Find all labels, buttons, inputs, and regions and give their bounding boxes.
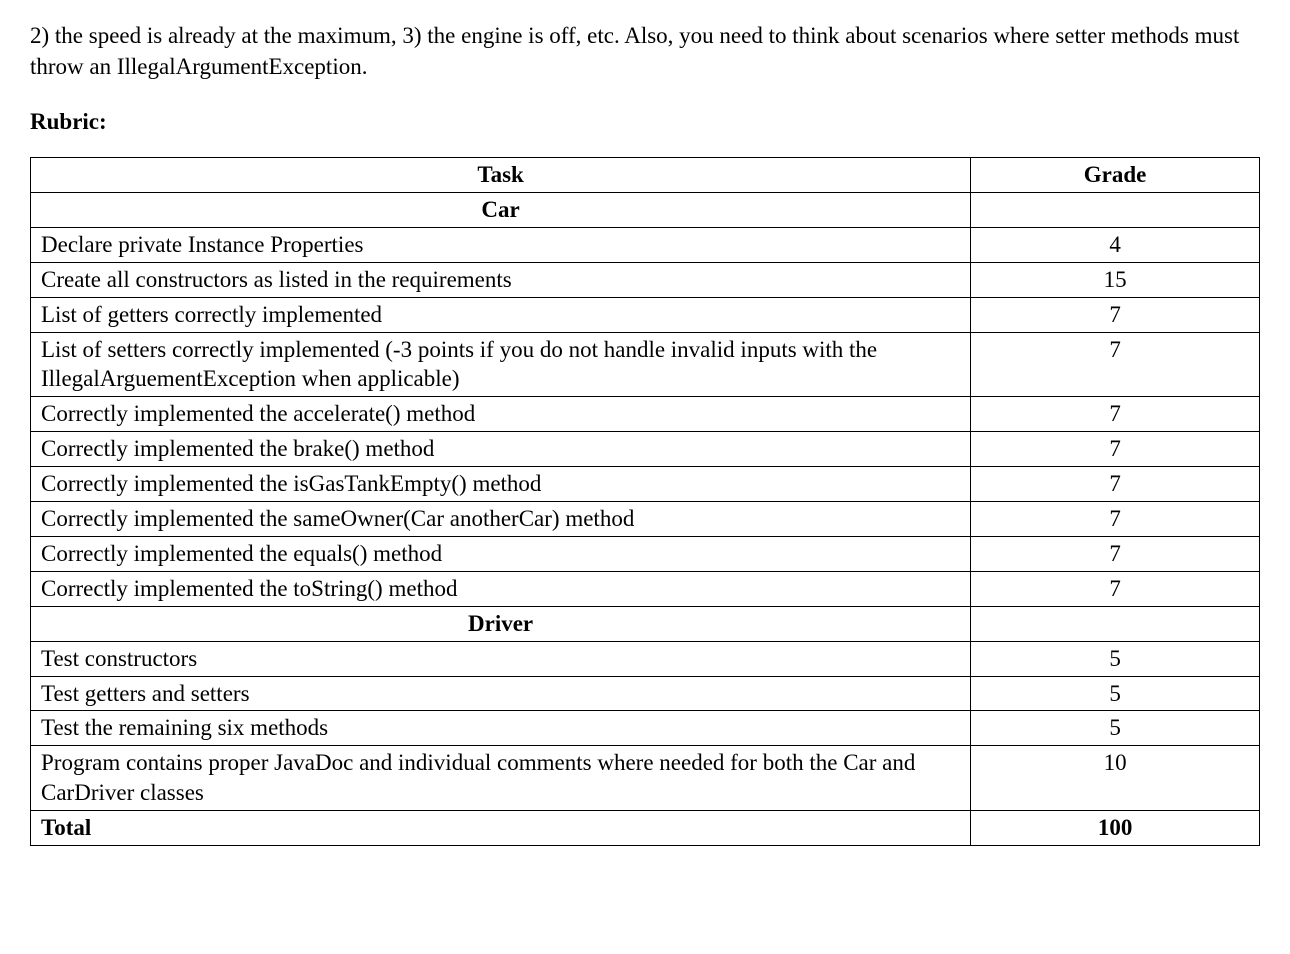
grade-cell: 7 bbox=[971, 571, 1260, 606]
section-row-car: Car bbox=[31, 193, 1260, 228]
grade-cell: 7 bbox=[971, 397, 1260, 432]
rubric-heading: Rubric: bbox=[30, 106, 1260, 137]
grade-cell: 4 bbox=[971, 227, 1260, 262]
table-row: Declare private Instance Properties 4 bbox=[31, 227, 1260, 262]
table-row: Correctly implemented the accelerate() m… bbox=[31, 397, 1260, 432]
grade-cell: 10 bbox=[971, 746, 1260, 811]
task-cell: Test getters and setters bbox=[31, 676, 971, 711]
section-row-driver: Driver bbox=[31, 606, 1260, 641]
grade-cell: 5 bbox=[971, 641, 1260, 676]
table-row: List of getters correctly implemented 7 bbox=[31, 297, 1260, 332]
table-row: Correctly implemented the brake() method… bbox=[31, 432, 1260, 467]
table-row: Correctly implemented the toString() met… bbox=[31, 571, 1260, 606]
grade-cell: 7 bbox=[971, 502, 1260, 537]
total-label: Total bbox=[31, 811, 971, 846]
grade-cell: 5 bbox=[971, 676, 1260, 711]
header-grade: Grade bbox=[971, 158, 1260, 193]
total-value: 100 bbox=[971, 811, 1260, 846]
section-title-driver: Driver bbox=[31, 606, 971, 641]
section-grade-empty bbox=[971, 193, 1260, 228]
task-cell: Correctly implemented the brake() method bbox=[31, 432, 971, 467]
task-cell: List of getters correctly implemented bbox=[31, 297, 971, 332]
table-row: Program contains proper JavaDoc and indi… bbox=[31, 746, 1260, 811]
task-cell: Declare private Instance Properties bbox=[31, 227, 971, 262]
rubric-table: Task Grade Car Declare private Instance … bbox=[30, 157, 1260, 846]
section-grade-empty bbox=[971, 606, 1260, 641]
grade-cell: 5 bbox=[971, 711, 1260, 746]
task-cell: Test constructors bbox=[31, 641, 971, 676]
intro-paragraph: 2) the speed is already at the maximum, … bbox=[30, 20, 1260, 82]
header-task: Task bbox=[31, 158, 971, 193]
grade-cell: 7 bbox=[971, 432, 1260, 467]
table-header-row: Task Grade bbox=[31, 158, 1260, 193]
task-cell: Test the remaining six methods bbox=[31, 711, 971, 746]
task-cell: Correctly implemented the sameOwner(Car … bbox=[31, 502, 971, 537]
grade-cell: 7 bbox=[971, 536, 1260, 571]
table-row: Test getters and setters 5 bbox=[31, 676, 1260, 711]
table-row: Test constructors 5 bbox=[31, 641, 1260, 676]
table-row: Test the remaining six methods 5 bbox=[31, 711, 1260, 746]
task-cell: Correctly implemented the isGasTankEmpty… bbox=[31, 467, 971, 502]
task-cell: Program contains proper JavaDoc and indi… bbox=[31, 746, 971, 811]
table-row: List of setters correctly implemented (-… bbox=[31, 332, 1260, 397]
task-cell: Correctly implemented the accelerate() m… bbox=[31, 397, 971, 432]
grade-cell: 15 bbox=[971, 262, 1260, 297]
grade-cell: 7 bbox=[971, 332, 1260, 397]
table-row: Correctly implemented the isGasTankEmpty… bbox=[31, 467, 1260, 502]
section-title-car: Car bbox=[31, 193, 971, 228]
table-row: Correctly implemented the equals() metho… bbox=[31, 536, 1260, 571]
table-row: Correctly implemented the sameOwner(Car … bbox=[31, 502, 1260, 537]
task-cell: List of setters correctly implemented (-… bbox=[31, 332, 971, 397]
task-cell: Create all constructors as listed in the… bbox=[31, 262, 971, 297]
task-cell: Correctly implemented the toString() met… bbox=[31, 571, 971, 606]
table-row: Create all constructors as listed in the… bbox=[31, 262, 1260, 297]
grade-cell: 7 bbox=[971, 297, 1260, 332]
grade-cell: 7 bbox=[971, 467, 1260, 502]
total-row: Total 100 bbox=[31, 811, 1260, 846]
task-cell: Correctly implemented the equals() metho… bbox=[31, 536, 971, 571]
